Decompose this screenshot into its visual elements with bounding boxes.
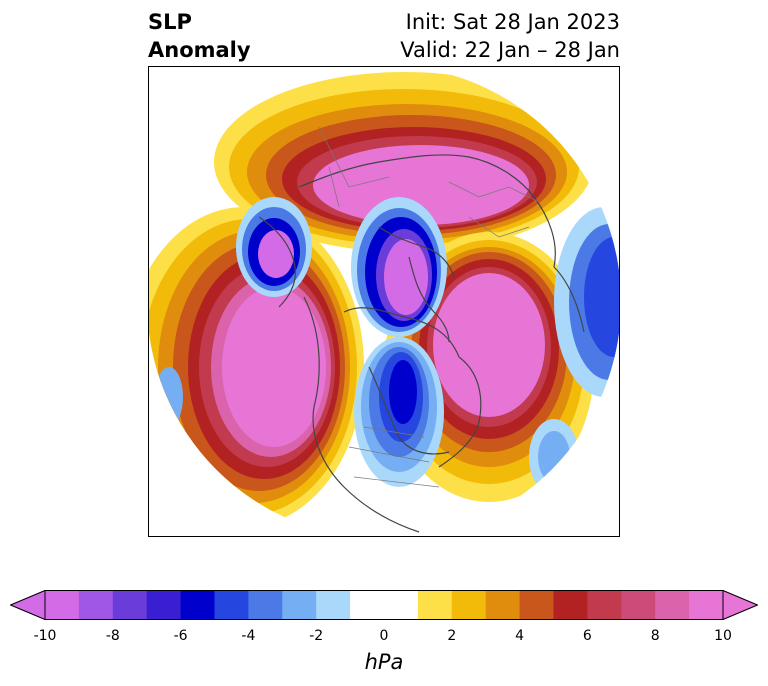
- colorbar-extend-under: [10, 590, 45, 620]
- colorbar-over-outline: [722, 590, 758, 620]
- init-date: Init: Sat 28 Jan 2023: [405, 10, 620, 34]
- anomaly-map: [149, 67, 619, 536]
- colorbar-cell: [655, 590, 690, 620]
- anomaly-eurasia-high: [214, 72, 594, 252]
- colorbar-cell: [146, 590, 182, 620]
- colorbar-tick-label: -6: [173, 628, 188, 644]
- map-panel: [148, 66, 620, 537]
- colorbar-cell: [112, 590, 148, 620]
- colorbar-cell: [282, 590, 317, 620]
- colorbar-cell: [384, 590, 419, 620]
- colorbar-cell: [248, 590, 283, 620]
- title-field: Anomaly: [148, 38, 251, 62]
- colorbar-tick-label: -4: [241, 628, 256, 644]
- colorbar: [10, 590, 758, 620]
- colorbar-cell: [316, 590, 351, 620]
- anomaly-west-low: [236, 197, 312, 297]
- colorbar-tick-label: 6: [582, 628, 592, 644]
- anomaly-arctic-low: [351, 197, 447, 337]
- colorbar-tick-label: 8: [650, 628, 660, 644]
- title-left: SLP Anomaly: [148, 8, 251, 64]
- colorbar-cells: [45, 590, 724, 620]
- colorbar-under-outline: [10, 590, 46, 620]
- title-variable: SLP: [148, 10, 192, 34]
- anomaly-pacific-high: [149, 207, 364, 527]
- colorbar-tick-label: -2: [309, 628, 324, 644]
- colorbar-unit: hPa: [364, 650, 404, 674]
- colorbar-cell: [689, 590, 724, 620]
- valid-range: Valid: 22 Jan – 28 Jan: [400, 38, 620, 62]
- colorbar-tick-label: 10: [714, 628, 732, 644]
- anomaly-small-low-2: [538, 431, 570, 483]
- colorbar-cell: [621, 590, 656, 620]
- colorbar-cell: [180, 590, 215, 620]
- colorbar-cell: [485, 590, 521, 620]
- colorbar-cell: [350, 590, 385, 620]
- colorbar-cell: [417, 590, 453, 620]
- colorbar-cell: [519, 590, 554, 620]
- colorbar-cell: [451, 590, 487, 620]
- colorbar-extend-over: [723, 590, 758, 620]
- colorbar-tick-label: 4: [515, 628, 525, 644]
- colorbar-cell: [553, 590, 588, 620]
- title-right: Init: Sat 28 Jan 2023 Valid: 22 Jan – 28…: [400, 8, 620, 64]
- anomaly-east-low: [554, 207, 619, 397]
- anomaly-small-low-3: [155, 367, 183, 427]
- colorbar-outline: [44, 590, 724, 620]
- colorbar-cell: [587, 590, 622, 620]
- colorbar-cell: [78, 590, 114, 620]
- colorbar-tick-label: 2: [447, 628, 457, 644]
- anomaly-north-america-low: [354, 337, 444, 487]
- colorbar-tick-label: -10: [33, 628, 57, 644]
- coastlines: [258, 154, 585, 533]
- colorbar-cell: [45, 590, 80, 620]
- colorbar-tick-label: -8: [105, 628, 120, 644]
- colorbar-tick-label: 0: [379, 628, 389, 644]
- colorbar-cell: [214, 590, 249, 620]
